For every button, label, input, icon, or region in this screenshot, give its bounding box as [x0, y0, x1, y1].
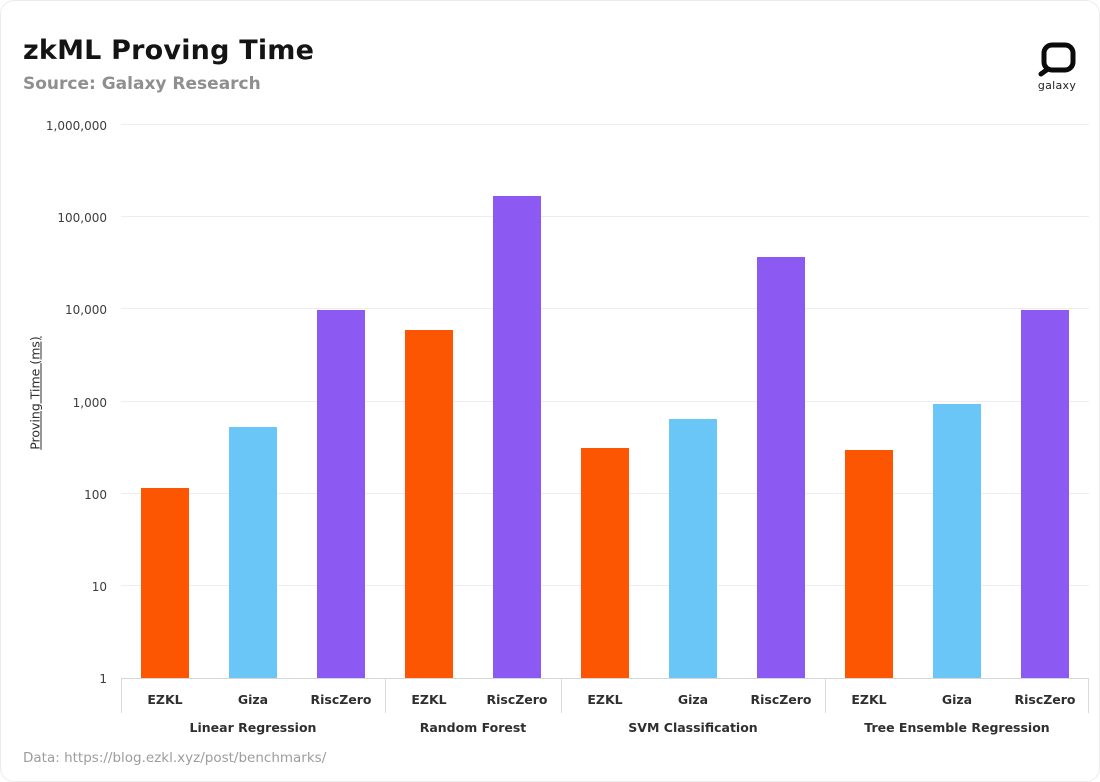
y-tick-label: 100 [84, 487, 107, 502]
x-axis: EZKL Giza RiscZero Linear Regression EZKL Ris… [121, 679, 1089, 741]
bar-ezkl-svm-classification [581, 448, 629, 678]
group-label-random-forest: Random Forest [419, 720, 527, 735]
group-divider [385, 679, 386, 713]
bar-category-label: Giza [941, 692, 973, 707]
group-label-tree-ensemble-regression: Tree Ensemble Regression [864, 720, 1050, 735]
gridline [121, 124, 1089, 125]
bar-risczero-linear-regression [317, 310, 365, 678]
bar-risczero-random-forest [493, 195, 541, 678]
bar-category-label: RiscZero [750, 692, 812, 707]
y-tick-label: 10 [91, 579, 107, 594]
group-divider [1088, 679, 1089, 713]
bar-giza-tree-ensemble-regression [933, 403, 981, 678]
plot-area [121, 124, 1089, 679]
bar-giza-svm-classification [669, 419, 717, 678]
y-axis-ticks: 1 10 100 1,000 10,000 100,000 1,000,000 [1, 119, 113, 686]
gridline [121, 216, 1089, 218]
y-tick-label: 10,000 [65, 303, 107, 318]
bar-ezkl-tree-ensemble-regression [845, 449, 893, 678]
gridline [121, 400, 1089, 402]
group-divider [121, 679, 122, 713]
y-tick-label: 1,000,000 [45, 119, 107, 133]
bar-category-label: RiscZero [1014, 692, 1076, 707]
y-tick-label: 1,000 [72, 395, 107, 410]
gridline [121, 308, 1089, 310]
bar-category-label: RiscZero [310, 692, 372, 707]
chart-subtitle: Source: Galaxy Research [23, 74, 261, 94]
group-divider [561, 679, 562, 713]
bar-risczero-svm-classification [757, 256, 805, 678]
bar-category-label: EZKL [851, 692, 887, 707]
bar-ezkl-random-forest [405, 329, 453, 678]
bar-category-label: EZKL [587, 692, 623, 707]
galaxy-logo: galaxy [1031, 41, 1083, 92]
galaxy-logo-icon [1038, 42, 1076, 77]
data-source-note: Data: https://blog.ezkl.xyz/post/benchma… [23, 750, 327, 766]
group-divider [825, 679, 826, 713]
group-label-svm-classification: SVM Classification [628, 720, 758, 735]
bar-giza-linear-regression [229, 426, 277, 678]
bar-category-label: EZKL [147, 692, 183, 707]
group-label-linear-regression: Linear Regression [189, 720, 317, 735]
bar-category-label: RiscZero [486, 692, 548, 707]
y-tick-label: 100,000 [57, 211, 107, 226]
y-tick-label: 1 [99, 672, 107, 686]
bar-risczero-tree-ensemble-regression [1021, 310, 1069, 678]
bar-ezkl-linear-regression [141, 488, 189, 678]
chart-title: zkML Proving Time [23, 35, 315, 66]
galaxy-logo-text: galaxy [1037, 79, 1077, 92]
bar-category-label: Giza [677, 692, 709, 707]
bar-category-label: Giza [237, 692, 269, 707]
bar-category-label: EZKL [411, 692, 447, 707]
